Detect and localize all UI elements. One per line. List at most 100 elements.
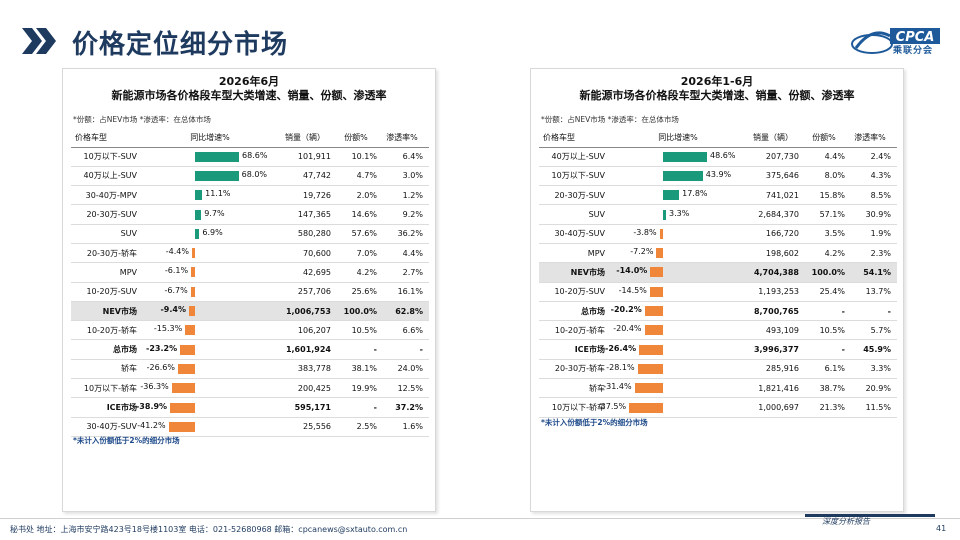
col-header-penetration: 渗透率% (379, 129, 429, 148)
cell-sales: 200,425 (277, 378, 333, 399)
growth-bar-wrap: -7.2% (613, 246, 743, 260)
growth-label: 17.8% (682, 189, 708, 199)
growth-bar (659, 228, 663, 239)
cell-penetration: 6.6% (379, 320, 429, 341)
cell-penetration: 1.2% (379, 185, 429, 206)
cell-segment: 轿车 (71, 359, 143, 380)
cell-sales: 101,911 (277, 147, 333, 167)
cell-share: 57.1% (801, 204, 847, 225)
panel-title-period: 2026年1-6月 (680, 75, 754, 88)
cell-penetration: 2.3% (847, 243, 897, 264)
cell-growth: 48.6% (611, 147, 745, 167)
table-row: 40万以上-SUV 48.6% 207,730 4.4% 2.4% (539, 147, 897, 167)
table-row: 10-20万-轿车 -15.3% 106,207 10.5% 6.6% (71, 320, 429, 341)
cell-growth: -9.4% (143, 301, 277, 322)
cell-growth: 43.9% (611, 166, 745, 187)
col-header-sales: 销量（辆） (277, 129, 333, 148)
table-row: ICE市场 -38.9% 595,171-37.2% (71, 397, 429, 418)
cell-share: 19.9% (333, 378, 379, 399)
cell-segment: 40万以上-SUV (71, 166, 143, 187)
cell-sales: 19,726 (277, 185, 333, 206)
growth-label: 6.9% (202, 227, 223, 237)
table-row: SUV 6.9% 580,280 57.6% 36.2% (71, 224, 429, 244)
cell-segment: SUV (539, 204, 611, 225)
cell-share: 14.6% (333, 204, 379, 225)
cell-sales: 47,742 (277, 166, 333, 187)
growth-bar-wrap: -41.2% (137, 420, 275, 434)
cell-penetration: 3.3% (847, 359, 897, 380)
growth-bar (663, 170, 703, 181)
cell-growth: -15.3% (143, 320, 277, 341)
footer-divider (0, 518, 960, 519)
double-chevron-icon (22, 28, 56, 54)
cell-share: 4.4% (801, 147, 847, 167)
growth-bar (195, 151, 239, 162)
cell-segment: 20-30万-轿车 (539, 359, 611, 380)
cell-growth: -6.1% (143, 262, 277, 283)
cell-growth: -28.1% (606, 359, 745, 380)
cell-penetration: 2.4% (847, 147, 897, 167)
page-title: 价格定位细分市场 (72, 30, 289, 60)
cell-growth: -20.2% (611, 301, 745, 322)
cell-growth: -4.4% (143, 243, 277, 264)
segment-table: 价格车型 同比增速% 销量（辆） 份额% 渗透率% 10万以下-SUV 68.6%… (71, 129, 429, 437)
table-row: ICE市场 -26.4% 3,996,377-45.9% (539, 339, 897, 360)
growth-bar (177, 363, 195, 374)
growth-label: -31.4% (603, 382, 632, 392)
cell-share: 21.3% (801, 397, 847, 418)
growth-bar (192, 248, 195, 259)
cell-segment: 20-30万-SUV (71, 204, 143, 225)
growth-bar-wrap: 48.6% (613, 150, 743, 164)
growth-bar-wrap: -23.2% (145, 343, 275, 357)
cell-sales: 25,556 (277, 417, 333, 437)
growth-bar (629, 402, 663, 413)
cell-penetration: 20.9% (847, 378, 897, 399)
table-row: 10-20万-SUV -14.5% 1,193,253 25.4% 13.7% (539, 282, 897, 302)
growth-label: -37.5% (597, 401, 627, 411)
page-number: 41 (936, 524, 947, 533)
growth-label: 3.3% (669, 208, 690, 218)
col-header-growth: 同比增速% (611, 129, 745, 148)
cell-growth: -20.4% (611, 320, 745, 341)
table-row: MPV -7.2% 198,602 4.2% 2.3% (539, 243, 897, 264)
panel-title-desc: 新能源市场各价格段车型大类增速、销量、份额、渗透率 (579, 89, 855, 102)
table-row: 10万以下-SUV 43.9% 375,646 8.0% 4.3% (539, 166, 897, 187)
cell-sales: 285,916 (745, 359, 801, 380)
cell-sales: 42,695 (277, 262, 333, 283)
growth-bar (190, 286, 195, 297)
growth-bar-wrap: -20.2% (611, 304, 743, 318)
cell-share: 25.4% (801, 282, 847, 302)
growth-label: -36.3% (140, 382, 169, 392)
col-header-share: 份额% (333, 129, 379, 148)
cell-penetration: 24.0% (379, 359, 429, 380)
growth-bar (195, 228, 200, 239)
table-row: MPV -6.1% 42,695 4.2% 2.7% (71, 262, 429, 283)
cell-share: - (801, 301, 847, 322)
cell-sales: 198,602 (745, 243, 801, 264)
cell-sales: 2,684,370 (745, 204, 801, 225)
growth-bar-wrap: -9.4% (145, 304, 275, 318)
cell-penetration: 13.7% (847, 282, 897, 302)
col-header-sales: 销量（辆） (745, 129, 801, 148)
cell-sales: 1,601,924 (277, 339, 333, 360)
cell-segment: 10-20万-SUV (539, 282, 611, 302)
cell-sales: 207,730 (745, 147, 801, 167)
cell-growth: -23.2% (143, 339, 277, 360)
table-row: 30-40万-MPV 11.1% 19,726 2.0% 1.2% (71, 185, 429, 206)
cell-sales: 493,109 (745, 320, 801, 341)
cell-segment: 10-20万-SUV (71, 282, 143, 302)
growth-label: -4.4% (165, 247, 189, 257)
table-row: 10万以下-轿车 -36.3% 200,425 19.9% 12.5% (71, 378, 429, 399)
table-row: 轿车 -26.6% 383,778 38.1% 24.0% (71, 359, 429, 380)
cell-segment: ICE市场 (539, 339, 611, 360)
cell-penetration: 5.7% (847, 320, 897, 341)
table-row: 40万以上-SUV 68.0% 47,742 4.7% 3.0% (71, 166, 429, 187)
cell-growth: -41.2% (137, 417, 277, 437)
growth-label: -14.0% (616, 266, 648, 276)
cell-growth: -6.7% (143, 282, 277, 302)
cell-share: 10.5% (333, 320, 379, 341)
cell-penetration: 16.1% (379, 282, 429, 302)
cell-segment: 40万以上-SUV (539, 147, 611, 167)
cell-segment: 20-30万-SUV (539, 185, 611, 206)
cell-segment: 10万以下-轿车 (539, 397, 611, 418)
